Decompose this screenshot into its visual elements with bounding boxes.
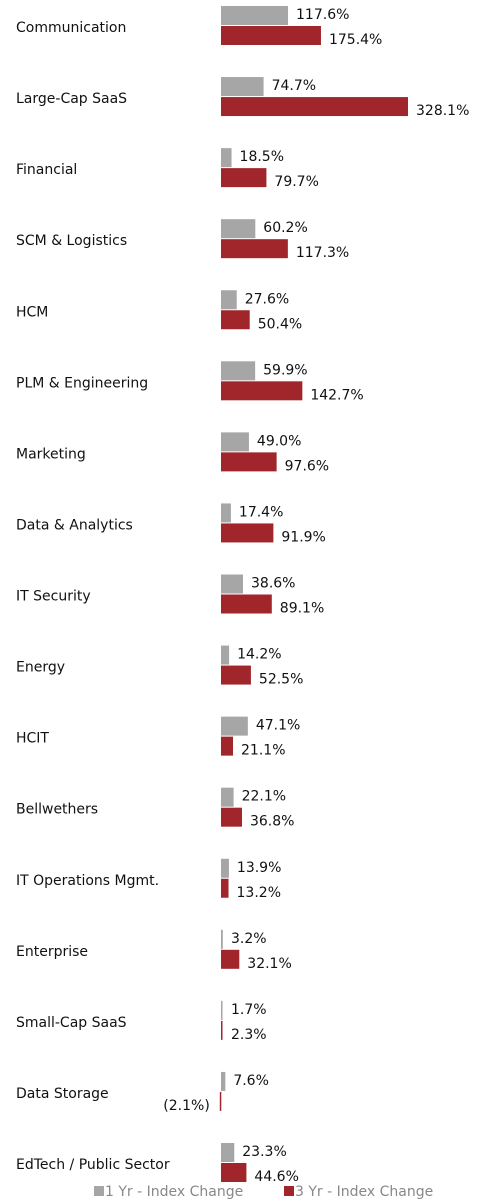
value-label: 1.7% [231, 1002, 267, 1018]
category-label: HCM [16, 304, 48, 320]
bar [221, 736, 234, 756]
value-label: 22.1% [242, 789, 286, 805]
legend-label: 1 Yr - Index Change [105, 1184, 243, 1200]
category-label: EdTech / Public Sector [16, 1157, 170, 1173]
value-label: 36.8% [250, 814, 294, 830]
bar [221, 807, 242, 827]
value-label: 52.5% [259, 672, 303, 688]
category-label: Communication [16, 20, 126, 36]
category-label: Data Storage [16, 1086, 109, 1102]
value-label: 328.1% [416, 103, 469, 119]
category-label: PLM & Engineering [16, 375, 148, 391]
bar [221, 878, 229, 898]
value-label: 23.3% [242, 1144, 286, 1160]
bar [221, 594, 272, 614]
category-label: Small-Cap SaaS [16, 1015, 127, 1031]
category-label: Bellwethers [16, 802, 98, 818]
value-label: 32.1% [247, 956, 291, 972]
value-label: 44.6% [254, 1169, 298, 1185]
value-label: 14.2% [237, 647, 281, 663]
bar [221, 452, 277, 472]
category-label: SCM & Logistics [16, 233, 127, 249]
legend-swatch [284, 1186, 294, 1196]
value-label: 74.7% [272, 78, 316, 94]
category-label: Energy [16, 660, 65, 676]
category-label: Data & Analytics [16, 517, 133, 533]
bar [221, 219, 256, 239]
bar [221, 645, 230, 665]
value-label: 97.6% [285, 458, 329, 474]
value-label: 50.4% [258, 316, 302, 332]
bar [221, 239, 288, 259]
category-label: IT Operations Mgmt. [16, 873, 159, 889]
bar [221, 949, 240, 969]
value-label: 60.2% [263, 220, 307, 236]
bar [221, 1143, 235, 1162]
category-label: Large-Cap SaaS [16, 91, 127, 107]
value-label: 47.1% [256, 718, 300, 734]
value-label: 3.2% [231, 931, 267, 947]
value-label: 18.5% [240, 149, 284, 165]
bar [221, 1000, 223, 1020]
bar [221, 574, 243, 594]
bar [221, 26, 321, 45]
value-label: 13.9% [237, 860, 281, 876]
value-label: 27.6% [245, 291, 289, 307]
legend-swatch [94, 1186, 104, 1196]
bar [219, 1091, 222, 1111]
value-label: 2.3% [231, 1027, 267, 1043]
bar [221, 787, 234, 807]
value-label: 91.9% [281, 529, 325, 545]
value-label: 117.3% [296, 245, 349, 261]
bar [221, 1020, 223, 1040]
value-label: 117.6% [296, 7, 349, 23]
value-label: (2.1%) [163, 1098, 210, 1114]
bar [221, 1071, 226, 1091]
value-label: 38.6% [251, 576, 295, 592]
bar [221, 503, 231, 523]
bar [221, 6, 289, 25]
bar [221, 361, 256, 381]
value-label: 175.4% [329, 32, 382, 48]
value-label: 17.4% [239, 504, 283, 520]
value-label: 79.7% [274, 174, 318, 190]
bar [221, 77, 264, 97]
bar [221, 148, 232, 168]
value-label: 13.2% [237, 885, 281, 901]
value-label: 49.0% [257, 433, 301, 449]
bar [221, 523, 274, 543]
category-label: Enterprise [16, 944, 88, 960]
value-label: 89.1% [280, 601, 324, 617]
value-label: 59.9% [263, 362, 307, 378]
bar [221, 290, 237, 310]
value-label: 142.7% [310, 387, 363, 403]
bar [221, 929, 223, 949]
category-label: Financial [16, 162, 77, 178]
bar [221, 381, 303, 401]
value-label: 7.6% [233, 1073, 269, 1089]
category-label: HCIT [16, 731, 49, 747]
bar [221, 168, 267, 188]
bar [221, 310, 250, 330]
bar [221, 665, 251, 685]
bar [221, 716, 248, 736]
value-label: 21.1% [241, 743, 285, 759]
bar [221, 858, 229, 878]
bar [221, 432, 249, 452]
bar [221, 97, 408, 117]
legend-label: 3 Yr - Index Change [295, 1184, 433, 1200]
category-label: IT Security [16, 589, 91, 605]
bar [221, 1163, 247, 1182]
category-label: Marketing [16, 446, 86, 462]
